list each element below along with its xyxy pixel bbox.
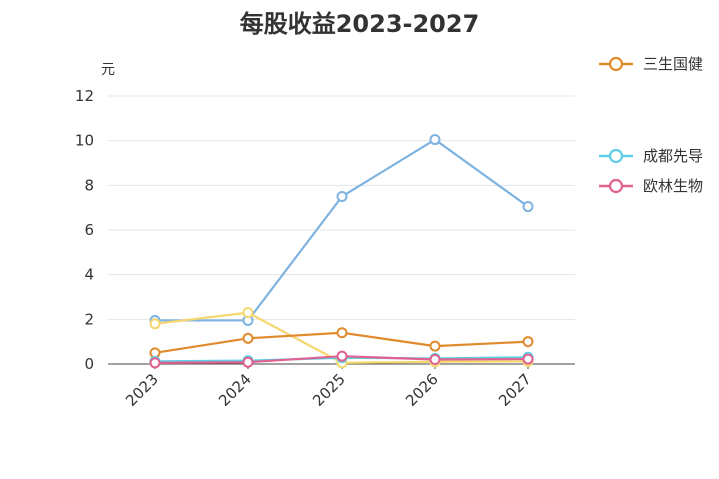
legend-item-3: 成都先导 <box>599 147 703 165</box>
x-tick-label-2024: 2024 <box>215 370 255 410</box>
y-axis-unit-label: 元 <box>101 62 115 78</box>
data-point-2-4 <box>522 336 534 348</box>
data-point-0-4 <box>522 201 534 213</box>
data-point-2-1 <box>242 332 254 344</box>
y-tick-label-6: 6 <box>84 221 94 239</box>
y-tick-label-8: 8 <box>84 176 94 194</box>
data-point-4-2 <box>336 350 348 362</box>
legend-label-4: 欧林生物 <box>643 177 703 195</box>
x-tick-label-2025: 2025 <box>309 370 349 410</box>
legend-item-4: 欧林生物 <box>599 177 703 195</box>
data-point-4-4 <box>522 353 534 365</box>
grid-lines <box>108 95 575 320</box>
legend-label-2: 三生国健 <box>643 55 703 73</box>
y-tick-label-0: 0 <box>84 355 94 373</box>
data-point-4-1 <box>242 356 254 368</box>
chart-title: 每股收益2023-2027 <box>239 10 480 38</box>
series-4 <box>149 350 534 369</box>
data-point-0-3 <box>429 134 441 146</box>
y-tick-label-4: 4 <box>84 266 94 284</box>
y-tick-label-10: 10 <box>75 132 94 150</box>
y-tick-label-12: 12 <box>75 87 94 105</box>
legend-marker-2 <box>608 56 624 72</box>
legend-label-3: 成都先导 <box>643 147 703 165</box>
data-point-4-3 <box>429 354 441 366</box>
data-point-2-3 <box>429 340 441 352</box>
data-point-4-0 <box>149 357 161 369</box>
x-tick-label-2027: 2027 <box>495 370 535 410</box>
legend-marker-4 <box>608 178 624 194</box>
y-tick-label-2: 2 <box>84 310 94 328</box>
x-tick-label-2023: 2023 <box>122 370 162 410</box>
legend-item-2: 三生国健 <box>599 55 703 73</box>
data-point-0-2 <box>336 191 348 202</box>
data-point-2-2 <box>336 327 348 339</box>
x-tick-label-2026: 2026 <box>402 370 442 410</box>
data-point-1-1 <box>242 307 254 319</box>
data-point-1-0 <box>149 318 161 330</box>
legend-marker-3 <box>608 148 624 164</box>
series-group <box>149 134 534 369</box>
